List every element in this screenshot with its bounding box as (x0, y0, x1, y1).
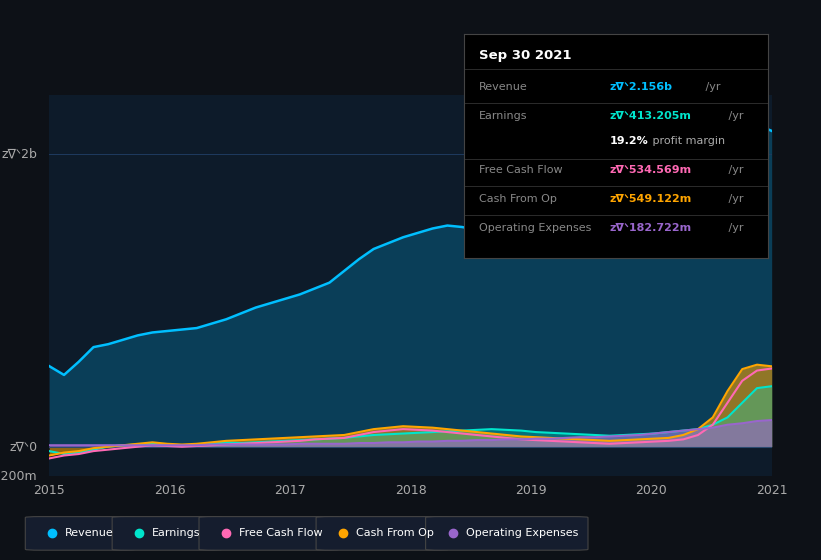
Text: -zᐫ200m: -zᐫ200m (0, 469, 38, 483)
Text: Earnings: Earnings (152, 529, 200, 538)
Text: zᐫ534.569m: zᐫ534.569m (610, 165, 692, 175)
Text: Cash From Op: Cash From Op (479, 194, 557, 204)
FancyBboxPatch shape (112, 516, 222, 550)
Text: Earnings: Earnings (479, 111, 528, 122)
Text: Revenue: Revenue (66, 529, 114, 538)
FancyBboxPatch shape (316, 516, 448, 550)
Text: /yr: /yr (725, 223, 744, 234)
Text: /yr: /yr (725, 111, 744, 122)
Text: Operating Expenses: Operating Expenses (479, 223, 591, 234)
Text: profit margin: profit margin (649, 136, 725, 146)
Text: /yr: /yr (702, 82, 721, 92)
Text: Cash From Op: Cash From Op (356, 529, 434, 538)
Text: /yr: /yr (725, 194, 744, 204)
Text: Sep 30 2021: Sep 30 2021 (479, 49, 571, 62)
Text: zᐫ2.156b: zᐫ2.156b (610, 82, 672, 92)
Text: /yr: /yr (725, 165, 744, 175)
Text: 19.2%: 19.2% (610, 136, 649, 146)
Text: Free Cash Flow: Free Cash Flow (239, 529, 323, 538)
FancyBboxPatch shape (199, 516, 339, 550)
Text: Operating Expenses: Operating Expenses (466, 529, 578, 538)
Text: Revenue: Revenue (479, 82, 528, 92)
Text: zᐫ2b: zᐫ2b (2, 147, 38, 160)
Text: zᐫ182.722m: zᐫ182.722m (610, 223, 692, 234)
Text: Free Cash Flow: Free Cash Flow (479, 165, 562, 175)
FancyBboxPatch shape (25, 516, 135, 550)
Text: zᐫ0: zᐫ0 (9, 440, 38, 453)
Text: zᐫ413.205m: zᐫ413.205m (610, 111, 691, 122)
FancyBboxPatch shape (425, 516, 588, 550)
Text: zᐫ549.122m: zᐫ549.122m (610, 194, 692, 204)
